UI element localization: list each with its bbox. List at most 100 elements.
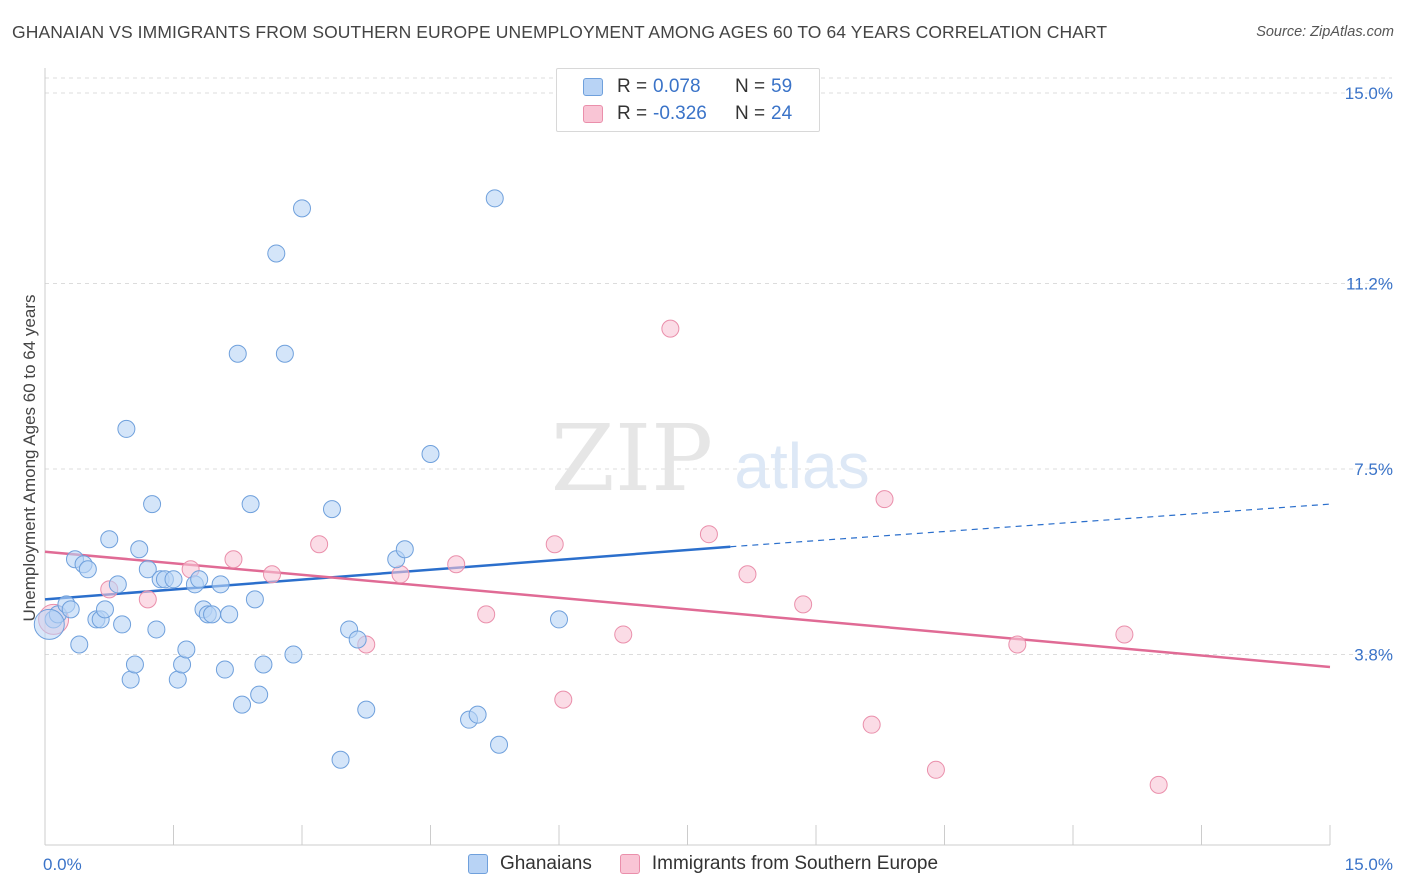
data-point-ghanaians — [550, 610, 568, 629]
data-point-ghanaians — [275, 344, 294, 363]
data-point-southern-europe — [794, 595, 813, 614]
data-point-ghanaians — [61, 600, 80, 619]
x-tick-label: 0.0% — [43, 855, 82, 874]
data-point-ghanaians — [121, 670, 140, 689]
data-point-southern-europe — [391, 565, 410, 584]
data-point-ghanaians — [293, 199, 311, 218]
data-point-ghanaians — [203, 605, 222, 624]
data-point-ghanaians — [70, 635, 89, 654]
data-point-ghanaians — [254, 655, 273, 674]
data-point-southern-europe — [554, 690, 573, 709]
x-tick-labels: 0.0% 15.0% — [43, 855, 1393, 874]
data-point-southern-europe — [875, 490, 894, 509]
data-point-ghanaians — [357, 700, 376, 719]
data-point-southern-europe — [477, 605, 496, 624]
data-point-ghanaians — [108, 575, 127, 594]
data-point-ghanaians — [241, 495, 260, 514]
data-point-ghanaians — [267, 244, 286, 263]
data-point-ghanaians — [138, 560, 157, 579]
legend-label-ghanaians: Ghanaians — [499, 853, 592, 874]
legend-label-southern-europe: Immigrants from Southern Europe — [651, 853, 939, 874]
data-point-southern-europe — [224, 550, 243, 569]
y-tick-label: 15.0% — [1345, 84, 1393, 103]
data-point-ghanaians — [147, 620, 166, 639]
data-point-ghanaians — [485, 189, 504, 208]
watermark-zip: ZIP — [551, 405, 713, 512]
data-point-ghanaians — [284, 645, 303, 664]
data-point-ghanaians — [173, 655, 192, 674]
trendline-ghanaians — [44, 545, 731, 601]
data-point-southern-europe — [699, 525, 718, 544]
data-point-ghanaians — [100, 530, 119, 549]
data-point-ghanaians — [490, 735, 509, 754]
source-label: Source: ZipAtlas.com — [1256, 24, 1394, 40]
legend-swatch-blue — [583, 78, 603, 96]
legend-r-label: R = — [617, 76, 648, 97]
legend-r-value: -0.326 — [653, 103, 707, 124]
legend-n-label: N = — [735, 103, 766, 124]
data-point-ghanaians — [164, 570, 183, 589]
watermark: ZIP atlas — [551, 405, 870, 512]
data-point-southern-europe — [1008, 635, 1027, 654]
legend-n-label: N = — [735, 76, 766, 97]
data-point-ghanaians — [117, 419, 136, 438]
y-tick-labels: 3.8% 7.5% 11.2% 15.0% — [1345, 84, 1393, 664]
data-point-ghanaians — [211, 575, 230, 594]
data-point-southern-europe — [263, 565, 282, 584]
data-point-ghanaians — [130, 540, 149, 559]
trendlines — [44, 503, 1331, 669]
data-point-ghanaians — [395, 540, 414, 559]
data-point-southern-europe — [138, 590, 157, 609]
data-point-ghanaians — [168, 670, 187, 689]
data-point-ghanaians — [78, 560, 97, 579]
legend-swatch-pink — [619, 854, 640, 874]
legend-n-value: 59 — [771, 76, 793, 97]
legend-item-southern-europe: Immigrants from Southern Europe — [619, 853, 939, 875]
trendline-ghanaians-projection — [730, 503, 1331, 548]
legend-item-ghanaians: Ghanaians — [467, 853, 592, 875]
data-point-ghanaians — [143, 495, 162, 514]
y-tick-label: 7.5% — [1354, 460, 1393, 479]
data-point-ghanaians — [331, 750, 350, 769]
data-point-ghanaians — [125, 655, 144, 674]
data-point-ghanaians — [421, 444, 440, 463]
data-point-ghanaians — [245, 590, 264, 609]
data-point-ghanaians — [233, 695, 252, 714]
y-tick-label: 11.2% — [1346, 275, 1393, 294]
legend-swatch-pink — [583, 105, 603, 123]
series-legend: Ghanaians Immigrants from Southern Europ… — [0, 853, 1406, 875]
data-point-ghanaians — [250, 685, 269, 704]
legend-row-ghanaians: R = 0.078 N = 59 — [583, 75, 792, 99]
data-point-ghanaians — [220, 605, 239, 624]
data-point-southern-europe — [738, 565, 757, 584]
data-point-southern-europe — [926, 760, 945, 779]
grid-lines — [45, 77, 1392, 656]
trendline-southern-europe — [44, 550, 1331, 669]
data-point-ghanaians — [95, 600, 114, 619]
correlation-legend: R = 0.078 N = 59 R = -0.326 N = 24 — [556, 68, 820, 132]
watermark-atlas: atlas — [734, 430, 869, 502]
data-point-southern-europe — [545, 535, 564, 554]
legend-row-southern-europe: R = -0.326 N = 24 — [583, 102, 792, 126]
x-tick-label: 15.0% — [1345, 855, 1393, 874]
y-tick-label: 3.8% — [1354, 646, 1393, 665]
data-point-southern-europe — [1115, 625, 1134, 644]
axes — [44, 68, 1331, 846]
legend-r-label: R = — [617, 103, 648, 124]
data-point-ghanaians — [177, 640, 196, 659]
data-point-ghanaians — [33, 608, 65, 640]
data-point-ghanaians — [468, 705, 487, 724]
chart-title: GHANAIAN VS IMMIGRANTS FROM SOUTHERN EUR… — [12, 22, 1108, 42]
data-point-southern-europe — [310, 535, 329, 554]
data-point-southern-europe — [614, 625, 633, 644]
data-point-ghanaians — [113, 615, 132, 634]
data-point-southern-europe — [862, 715, 881, 734]
series-ghanaians — [33, 189, 568, 769]
data-point-southern-europe — [661, 319, 680, 338]
data-point-ghanaians — [215, 660, 234, 679]
data-point-ghanaians — [322, 500, 341, 519]
legend-n-value: 24 — [771, 103, 793, 124]
legend-r-value: 0.078 — [653, 76, 701, 97]
data-point-southern-europe — [1149, 775, 1168, 794]
